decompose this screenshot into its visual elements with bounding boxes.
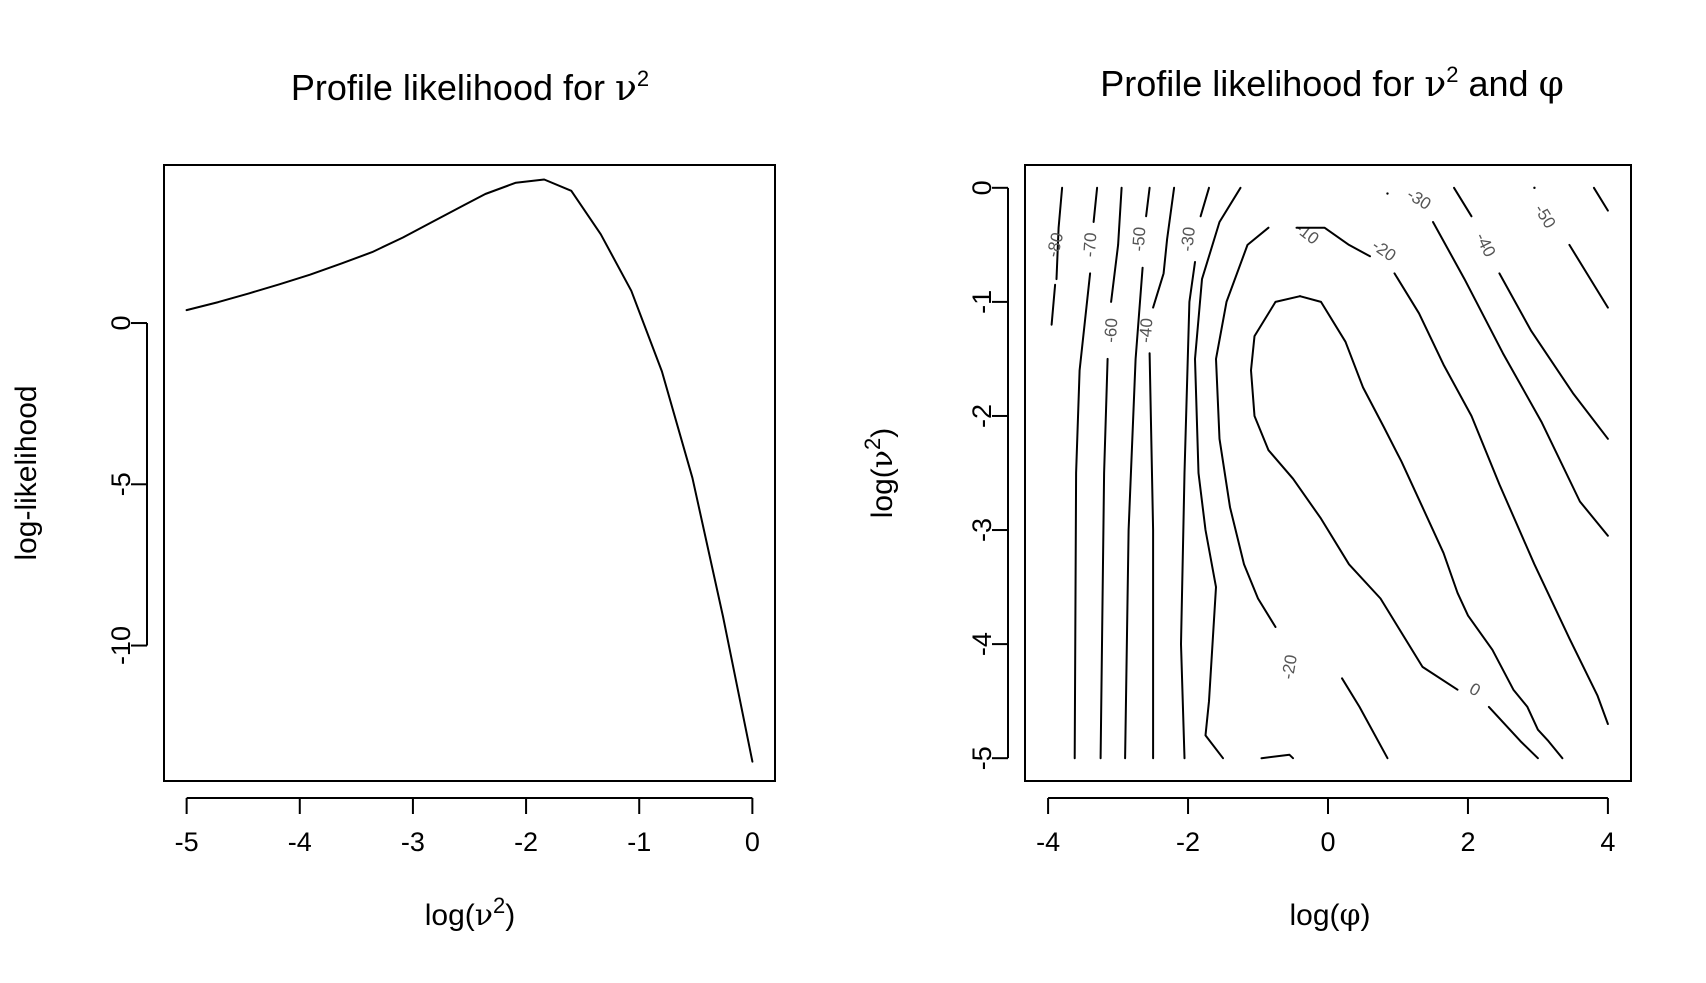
contour-line [1055,186,1064,281]
contour-line [1145,186,1151,218]
chart-title-text: Profile likelihood for [291,67,615,108]
contour-label: 0 [1466,679,1483,700]
contour-line [1110,186,1123,303]
contour-label: -20 [1278,653,1301,681]
contour-label: -70 [1080,232,1101,258]
x-tick-label: 4 [1600,827,1615,857]
contour-line [1592,186,1609,212]
contour-line [1386,192,1389,195]
x-axis-label-symbol: ν [475,898,493,933]
y-tick-label: -1 [967,290,997,314]
contour-label: -40 [1472,230,1500,260]
x-tick-label: -2 [514,827,538,857]
contour-line [1199,186,1210,218]
y-tick-label: 0 [967,180,997,195]
y-tick-label: 0 [106,316,136,331]
contour-line [1124,266,1144,760]
plot-frame-2 [1024,164,1632,782]
line-chart-panel: Profile likelihood for ν2 -5 -4 -3 -2 -1 0 -1… [10,66,776,933]
y-tick-label: -3 [967,518,997,542]
contour-line [1194,186,1242,760]
series-line [185,178,754,763]
y-axis-2: -5 -4 -3 -2 -1 0 [967,180,1009,770]
contour-chart-panel: Profile likelihood for ν2 and φ -4 -2 0 2 4 … [860,62,1632,933]
contour-line [1341,677,1389,760]
y-tick-label: -5 [106,472,136,496]
contour-line [1568,243,1609,309]
x-axis: -5 -4 -3 -2 -1 0 [175,797,760,857]
y-axis-label-2-prefix: log( [866,468,899,518]
y-tick-label: -10 [106,626,136,665]
contour-label: -80 [1043,231,1067,259]
contour-line [1487,705,1539,760]
x-tick-label: -2 [1176,827,1200,857]
x-axis-2: -4 -2 0 2 4 [1036,797,1615,857]
y-axis: -10 -5 0 [106,316,148,665]
contour-line [1092,186,1099,223]
contour-line [1050,283,1057,326]
contour-line [1180,261,1196,760]
x-axis-label-prefix: log( [425,899,475,932]
contour-group: -80 -70-60-50-40-30-20-100-20-30-40-50 [1043,185,1609,760]
chart-title-2-text: Profile likelihood for [1100,63,1424,104]
contour-line [1099,357,1109,760]
x-tick-label: -5 [175,827,199,857]
series-group [185,178,754,763]
y-tick-label: -4 [967,632,997,656]
plot-frame [163,164,776,782]
x-axis-label: log(ν2) [425,893,516,933]
x-axis-label-superscript: 2 [493,893,505,918]
y-axis-label-2-superscript: 2 [860,438,885,450]
contour-line [1432,221,1609,537]
x-axis-label-2-suffix: ) [1361,899,1371,932]
contour-line [1299,295,1564,760]
chart-title-superscript: 2 [637,66,649,91]
y-axis-label-2: log(ν2) [860,428,900,519]
x-axis-label-2: log(φ) [1289,898,1370,933]
contour-line [1533,186,1536,190]
chart-title-2: Profile likelihood for ν2 and φ [1100,62,1564,105]
y-tick-label: -5 [967,746,997,770]
x-tick-label: 0 [745,827,760,857]
contour-label: -50 [1530,201,1559,232]
contour-label: -40 [1136,317,1157,343]
contour-label: -50 [1129,226,1150,252]
chart-title-symbol: ν [615,68,637,109]
y-tick-label: -2 [967,404,997,428]
contour-label: -30 [1177,226,1199,253]
chart-title-2-superscript: 2 [1446,62,1458,87]
chart-title-2-symbol-2: φ [1539,64,1564,105]
chart-title-2-symbol: ν [1424,64,1446,105]
y-axis-label-2-symbol: ν [865,450,900,468]
contour-line [1295,226,1371,258]
x-tick-label: -4 [288,827,312,857]
contour-label: -30 [1404,185,1435,214]
chart-title-2-mid: and [1459,63,1539,104]
chart-title: Profile likelihood for ν2 [291,66,649,109]
contour-line [1393,272,1609,725]
x-axis-label-2-symbol: φ [1340,898,1361,933]
y-axis-label-2-suffix: ) [866,428,899,438]
contour-line [1498,272,1609,440]
contour-label: -10 [1291,218,1322,248]
y-axis-label: log-likelihood [10,385,43,560]
x-tick-label: 2 [1460,827,1475,857]
contour-line [1215,226,1277,628]
contour-label: -20 [1368,236,1399,266]
x-axis-label-suffix: ) [505,899,515,932]
x-axis-label-2-prefix: log( [1289,899,1339,932]
x-tick-label: -3 [401,827,425,857]
x-tick-label: -1 [627,827,651,857]
contour-line [1152,186,1176,309]
x-tick-label: 0 [1320,827,1335,857]
contour-line [1250,295,1459,691]
contour-label: -60 [1101,318,1121,344]
contour-line [1148,352,1155,760]
contour-line [1453,186,1473,218]
x-tick-label: -4 [1036,827,1060,857]
contour-line [1073,272,1092,760]
contour-line [1260,753,1294,760]
